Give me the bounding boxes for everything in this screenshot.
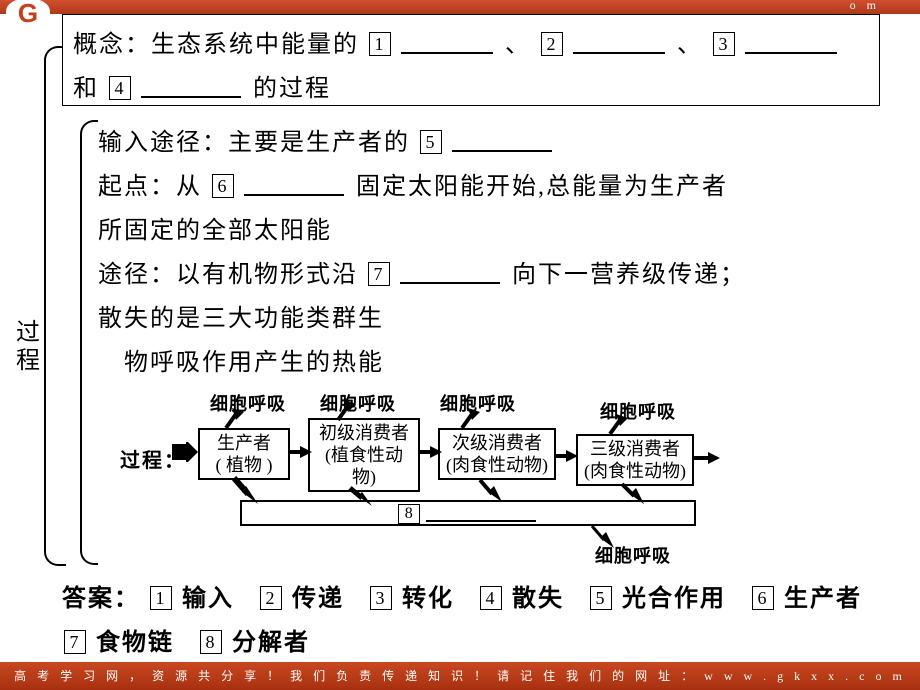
ans-3: 转化 [402,586,454,612]
down-arrow-1 [228,476,258,504]
producer-box: 生产者 ( 植物 ) [198,428,290,480]
ans-num-6: 6 [752,586,774,610]
concept-box: 概念：生态系统中能量的 1 、 2 、 3 和 4 的过程 [62,14,880,106]
tertiary-box: 三级消费者 (肉食性动物) [576,434,694,486]
down-arrow-4 [618,482,644,504]
blank-num-5: 5 [420,130,442,154]
line-path: 途径：以有机物形式沿 7 向下一营养级传递； [98,254,746,289]
answers-row-2: 7 食物链 8 分解者 [62,622,310,657]
ans-num-8: 8 [200,630,222,654]
resp-arrow-5 [588,524,614,548]
answers-row-1: 答案： 1 输入 2 传递 3 转化 4 散失 5 光合作用 6 生产者 [62,578,862,613]
producer-l2: ( 植物 ) [216,455,273,475]
blank-num-2: 2 [541,32,563,56]
ans-2: 传递 [292,586,344,612]
primary-l2: (植食性动 [325,445,403,465]
path-prefix: 途径：以有机物形式沿 [98,262,358,288]
blank-num-3: 3 [713,32,735,56]
ans-5: 光合作用 [622,586,726,612]
footer-bar: 高 考 学 习 网 ， 资 源 共 分 享 ！ 我 们 负 责 传 递 知 识 … [0,662,920,690]
topbar-right-text: o m [850,0,880,13]
line-input: 输入途径：主要是生产者的 5 [98,122,556,157]
path-suffix: 向下一营养级传递； [512,262,746,288]
blank-3 [745,30,837,54]
outer-bracket [44,46,66,566]
primary-box: 初级消费者 (植食性动 物) [308,418,420,492]
ans-1: 输入 [182,586,234,612]
primary-l1: 初级消费者 [319,423,409,443]
blank-num-1: 1 [369,32,391,56]
arrow-3-4 [554,448,578,464]
footer-text: 高 考 学 习 网 ， 资 源 共 分 享 ！ 我 们 负 责 传 递 知 识 … [0,662,920,690]
down-arrow-2 [346,486,372,506]
entry-arrow [172,442,200,462]
blank-num-4: 4 [109,76,131,100]
answers-label: 答案： [62,586,140,612]
ans-7: 食物链 [96,630,174,656]
ans-num-3: 3 [370,586,392,610]
concept-l2-prefix: 和 [73,76,99,102]
primary-l3: 物) [352,467,376,487]
process-side-label: 过程 [16,319,42,375]
ans-6: 生产者 [784,586,862,612]
resp-arrow-3 [458,408,480,430]
resp-label-2: 细胞呼吸 [320,390,396,416]
producer-l1: 生产者 [217,433,271,453]
tertiary-l2: (肉食性动物) [584,461,686,481]
ans-8: 分解者 [232,630,310,656]
secondary-box: 次级消费者 (肉食性动物) [438,428,556,480]
line-start1: 起点：从 6 固定太阳能开始,总能量为生产者 [98,166,728,201]
energy-flow-diagram: 细胞呼吸 细胞呼吸 细胞呼吸 细胞呼吸 细胞呼吸 生产者 ( 植物 ) 初级消费… [120,390,850,560]
arrow-1-2 [288,444,312,460]
blank-5 [452,128,552,152]
resp-arrow-2 [334,400,356,422]
line-loss2: 物呼吸作用产生的热能 [124,342,384,377]
slide-content: 概念：生态系统中能量的 1 、 2 、 3 和 4 的过程 过程 输入途径：主要… [0,14,920,662]
blank-num-6: 6 [212,174,234,198]
secondary-l1: 次级消费者 [452,433,542,453]
secondary-l2: (肉食性动物) [446,455,548,475]
inner-bracket [80,120,98,565]
resp-arrow-1 [222,406,244,430]
ans-4: 散失 [512,586,564,612]
resp-arrow-4 [606,414,628,436]
ans-num-4: 4 [480,586,502,610]
blank-4 [141,74,241,98]
concept-prefix: 概念：生态系统中能量的 [73,32,359,58]
line-loss1: 散失的是三大功能类群生 [98,298,384,333]
blank-8 [426,504,536,522]
sep-23: 、 [677,32,703,58]
blank-1 [401,30,493,54]
blank-7 [400,260,500,284]
blank-num-7: 7 [368,262,390,286]
topbar: G o m [0,0,920,14]
start-prefix: 起点：从 [98,174,202,200]
blank-2 [573,30,665,54]
concept-l2-suffix: 的过程 [253,76,331,102]
ans-num-7: 7 [64,630,86,654]
down-arrow-3 [476,478,502,502]
blank-num-8: 8 [398,504,420,524]
line-start2: 所固定的全部太阳能 [98,210,332,245]
blank-6 [244,172,344,196]
ans-num-2: 2 [260,586,282,610]
arrow-4-out [694,450,720,466]
arrow-2-3 [418,444,442,460]
ans-num-5: 5 [590,586,612,610]
logo-letter: G [18,0,38,29]
start-mid: 固定太阳能开始,总能量为生产者 [356,174,728,200]
input-label: 输入途径：主要是生产者的 [98,130,410,156]
site-logo: G [6,0,50,28]
sep-12: 、 [505,32,531,58]
ans-num-1: 1 [150,586,172,610]
tertiary-l1: 三级消费者 [590,439,680,459]
